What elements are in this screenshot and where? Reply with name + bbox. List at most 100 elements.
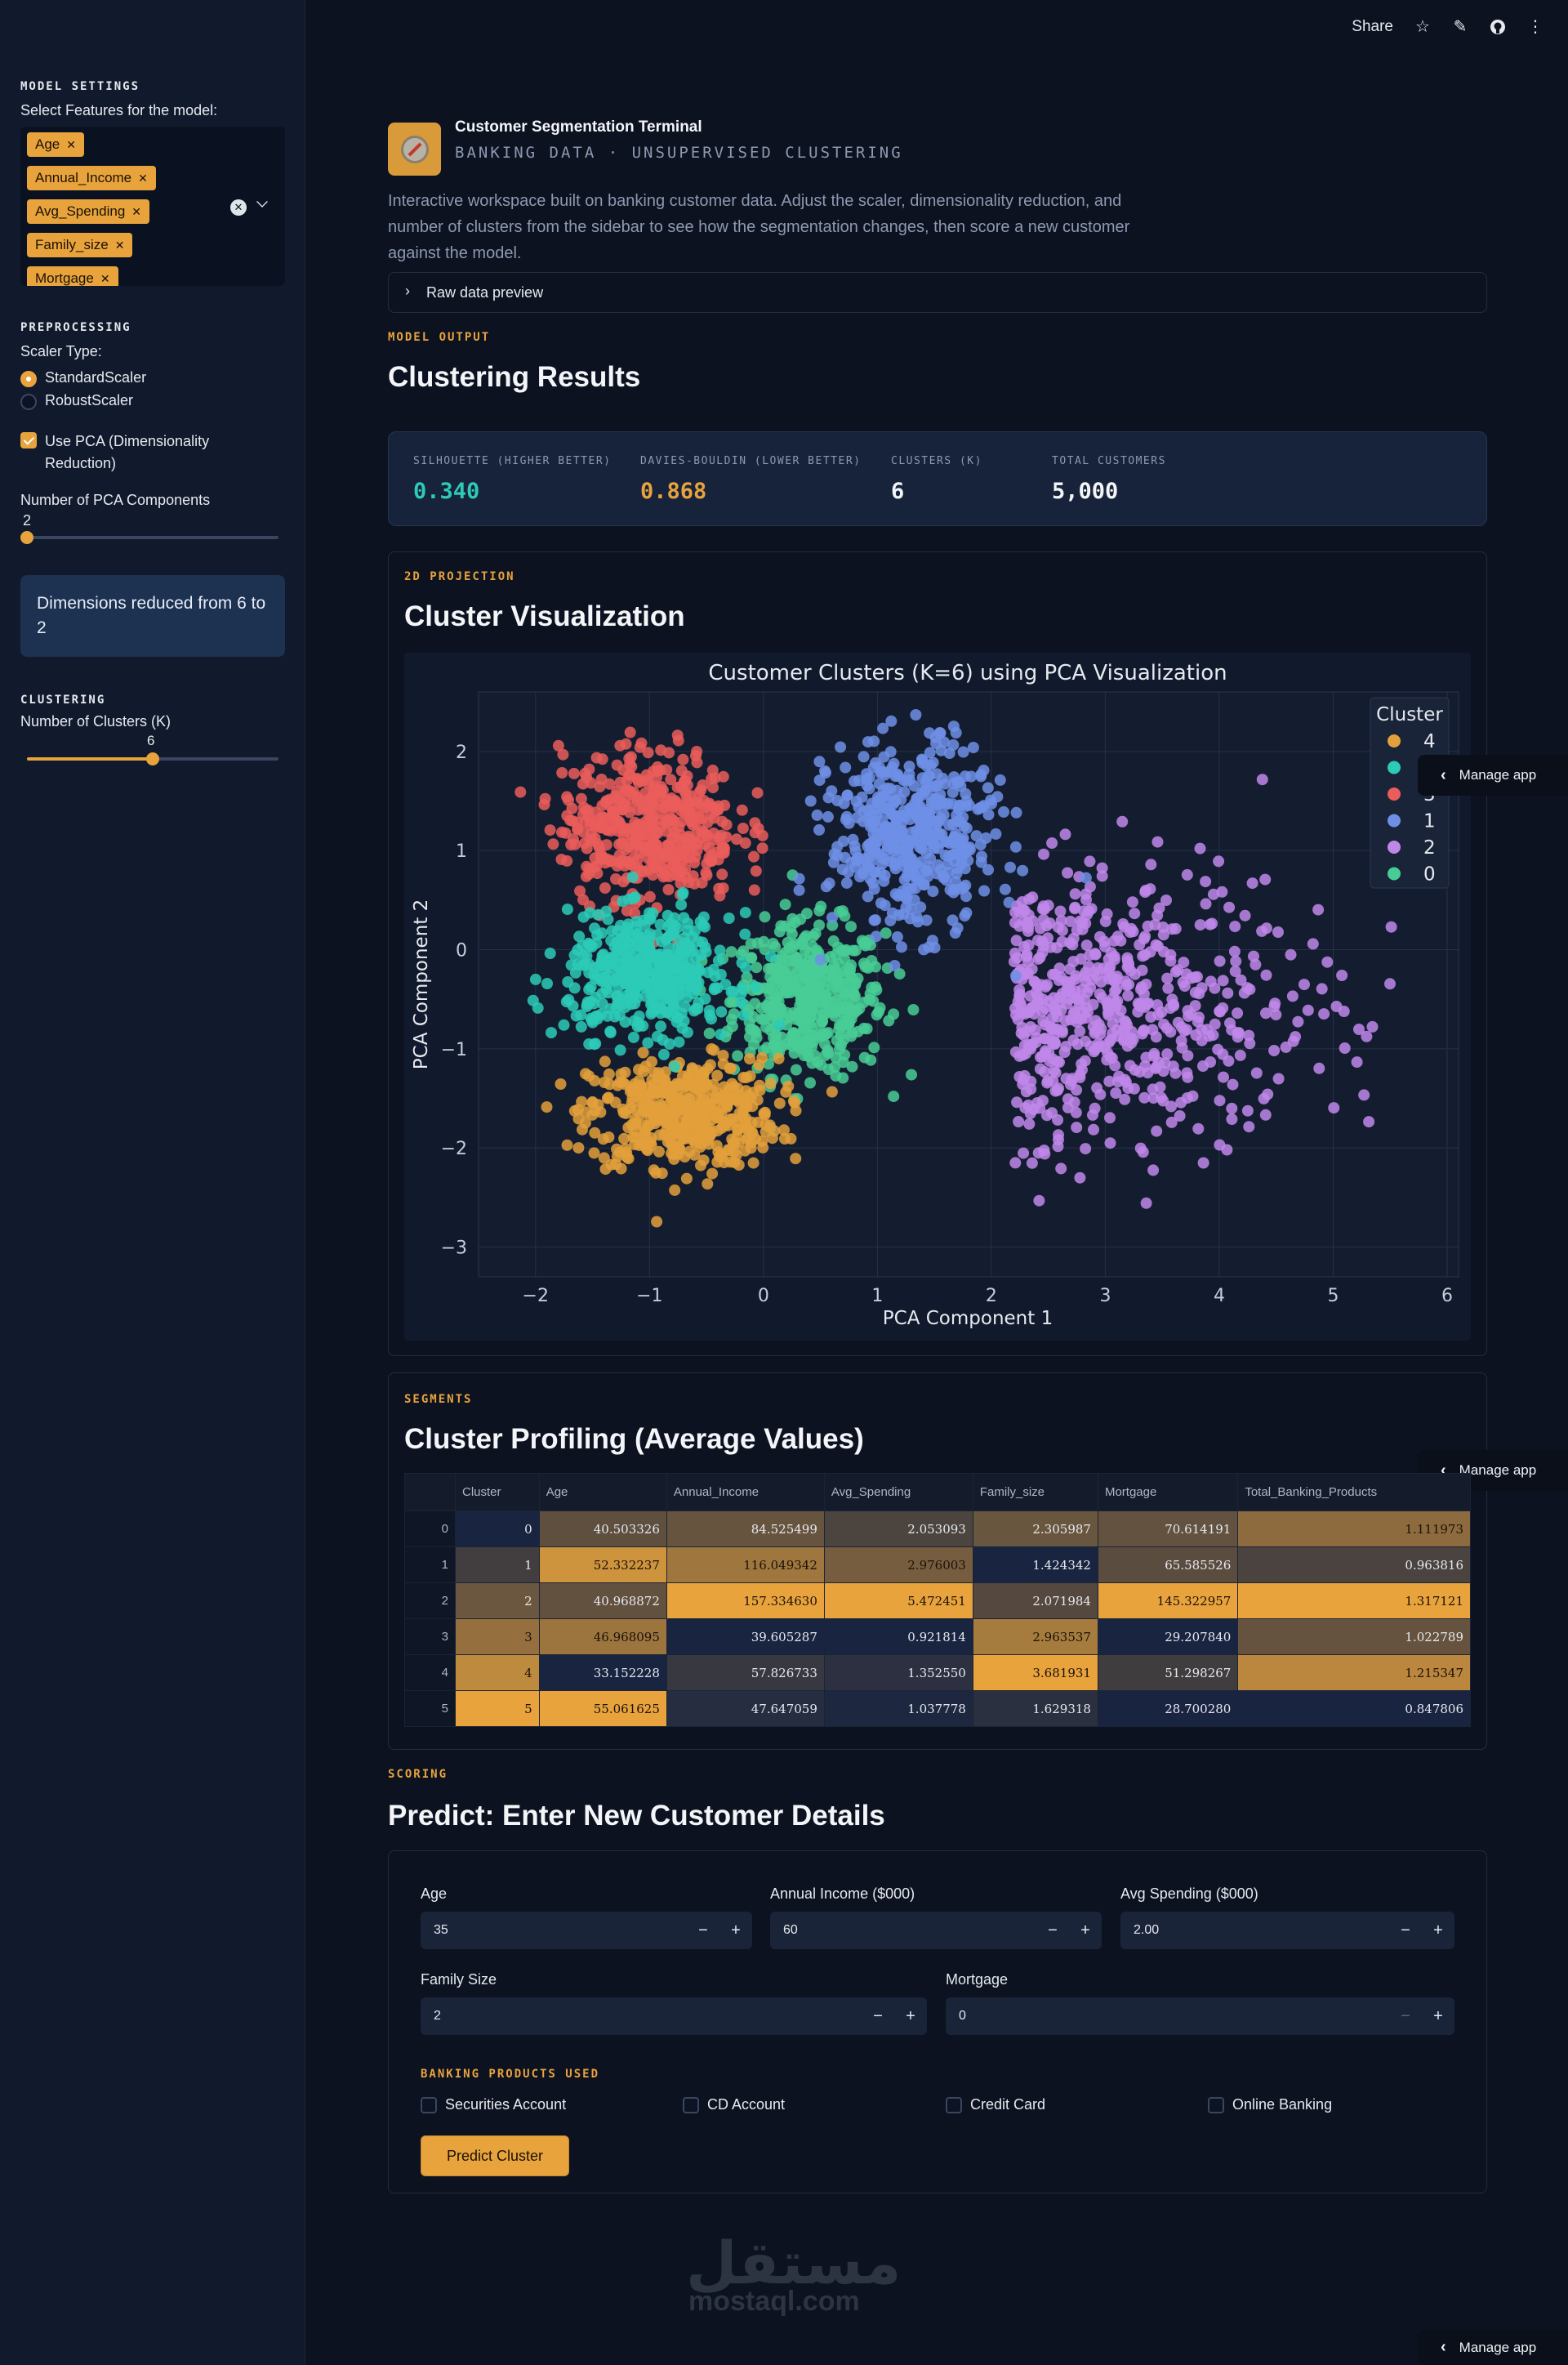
feature-chip[interactable]: Avg_Spending ✕ — [27, 199, 150, 224]
scatter-point-cluster-5 — [633, 961, 645, 973]
mortgage-value[interactable]: 0 — [959, 2009, 966, 2023]
scatter-point-cluster-2 — [1115, 935, 1127, 947]
more-options-icon[interactable]: ⋮ — [1527, 18, 1544, 36]
remove-chip-icon[interactable]: ✕ — [100, 271, 110, 285]
spending-input[interactable]: 2.00 − + — [1120, 1912, 1454, 1949]
scatter-point-cluster-2 — [1013, 988, 1026, 1001]
scatter-point-cluster-5 — [672, 921, 684, 934]
legend-label: 1 — [1423, 811, 1436, 832]
age-value[interactable]: 35 — [434, 1923, 448, 1937]
radio-robust-scaler[interactable] — [20, 394, 37, 410]
credit-card-checkbox[interactable] — [946, 2097, 962, 2113]
remove-chip-icon[interactable]: ✕ — [66, 137, 76, 151]
column-header[interactable] — [404, 1473, 456, 1511]
scatter-point-cluster-2 — [1075, 953, 1087, 965]
spending-value[interactable]: 2.00 — [1134, 1923, 1160, 1937]
column-header[interactable]: Total_Banking_Products — [1237, 1473, 1471, 1511]
scatter-point-cluster-3 — [579, 767, 591, 779]
profiling-table[interactable]: Cluster Age Annual_Income Avg_Spending Famil… — [404, 1473, 1471, 1727]
feature-chip[interactable]: Age ✕ — [27, 132, 84, 157]
scatter-point-cluster-2 — [1056, 1024, 1068, 1037]
scatter-point-cluster-1 — [982, 782, 994, 794]
cd-account-checkbox[interactable] — [683, 2097, 699, 2113]
column-header[interactable]: Mortgage — [1097, 1473, 1239, 1511]
scatter-point-cluster-2 — [1269, 997, 1281, 1010]
family-size-value[interactable]: 2 — [434, 2009, 441, 2023]
scatter-point-cluster-3 — [544, 824, 556, 837]
securities-account-checkbox[interactable] — [421, 2097, 437, 2113]
manage-app-button[interactable]: ‹ Manage app — [1418, 755, 1568, 796]
raw-data-expander[interactable]: › Raw data preview — [388, 272, 1487, 313]
scatter-point-cluster-3 — [547, 838, 559, 850]
scatter-point-cluster-0 — [906, 1069, 917, 1081]
manage-app-button[interactable]: ‹ Manage app — [1418, 2330, 1568, 2365]
column-header[interactable]: Cluster — [455, 1473, 540, 1511]
increment-button[interactable]: + — [1433, 2007, 1443, 2025]
scatter-point-cluster-0 — [788, 1047, 800, 1059]
scatter-point-cluster-3 — [647, 823, 659, 836]
increment-button[interactable]: + — [906, 2007, 915, 2025]
remove-chip-icon[interactable]: ✕ — [138, 171, 148, 185]
decrement-button[interactable]: − — [873, 2007, 883, 2025]
scatter-point-cluster-1 — [908, 894, 920, 906]
scatter-point-cluster-1 — [906, 807, 918, 819]
pca-slider-thumb[interactable] — [20, 531, 33, 544]
increment-button[interactable]: + — [731, 1921, 741, 1939]
scatter-point-cluster-0 — [826, 966, 838, 977]
scatter-point-cluster-1 — [840, 877, 853, 889]
scatter-point-cluster-0 — [839, 910, 851, 922]
age-input[interactable]: 35 − + — [421, 1912, 752, 1949]
scatter-point-cluster-1 — [946, 835, 958, 847]
remove-chip-icon[interactable]: ✕ — [114, 238, 125, 252]
scatter-point-cluster-4 — [670, 1078, 683, 1090]
scatter-point-cluster-2 — [1009, 917, 1021, 929]
scatter-point-cluster-4 — [648, 1164, 660, 1176]
scatter-point-cluster-1 — [879, 899, 891, 912]
scatter-point-cluster-4 — [754, 1079, 765, 1091]
decrement-button[interactable]: − — [1048, 1921, 1058, 1939]
scatter-point-cluster-1 — [932, 779, 944, 792]
scatter-point-cluster-0 — [813, 919, 825, 931]
decrement-button[interactable]: − — [1401, 2007, 1410, 2025]
radio-standard-scaler[interactable] — [20, 371, 37, 387]
remove-chip-icon[interactable]: ✕ — [131, 204, 142, 218]
edit-icon[interactable]: ✎ — [1453, 18, 1468, 36]
income-value[interactable]: 60 — [783, 1923, 798, 1937]
scatter-point-cluster-2 — [1054, 991, 1066, 1003]
column-header[interactable]: Avg_Spending — [823, 1473, 973, 1511]
increment-button[interactable]: + — [1080, 1921, 1090, 1939]
column-header[interactable]: Age — [538, 1473, 667, 1511]
scatter-point-cluster-3 — [621, 904, 633, 917]
decrement-button[interactable]: − — [698, 1921, 708, 1939]
column-header[interactable]: Family_size — [972, 1473, 1098, 1511]
predict-cluster-button[interactable]: Predict Cluster — [421, 2135, 569, 2176]
scatter-point-cluster-0 — [703, 1028, 715, 1039]
github-icon[interactable] — [1490, 19, 1506, 35]
feature-chip[interactable]: Mortgage ✕ — [27, 266, 118, 286]
scatter-point-cluster-3 — [673, 834, 685, 846]
scatter-point-cluster-2 — [1192, 1122, 1205, 1135]
increment-button[interactable]: + — [1433, 1921, 1443, 1939]
pca-checkbox-label: Use PCA (Dimensionality Reduction) — [45, 433, 210, 471]
pca-checkbox[interactable] — [20, 432, 37, 448]
share-button[interactable]: Share — [1352, 18, 1393, 35]
scatter-point-cluster-0 — [744, 1031, 755, 1043]
scatter-point-cluster-2 — [1093, 1019, 1105, 1030]
star-icon[interactable]: ☆ — [1415, 18, 1430, 36]
feature-chip[interactable]: Family_size ✕ — [27, 233, 133, 257]
clear-selection-icon[interactable]: ✕ — [230, 199, 247, 216]
pca-slider-track[interactable] — [27, 536, 278, 539]
feature-chip[interactable]: Annual_Income ✕ — [27, 166, 156, 190]
scatter-point-cluster-2 — [1150, 1031, 1162, 1043]
column-header[interactable]: Annual_Income — [666, 1473, 825, 1511]
online-banking-checkbox[interactable] — [1208, 2097, 1224, 2113]
decrement-button[interactable]: − — [1401, 1921, 1410, 1939]
family-size-input[interactable]: 2 − + — [421, 1997, 927, 2035]
income-label: Annual Income ($000) — [770, 1885, 915, 1902]
scatter-point-cluster-2 — [1351, 1056, 1363, 1069]
income-input[interactable]: 60 − + — [770, 1912, 1102, 1949]
clusters-slider-thumb[interactable] — [146, 752, 159, 765]
scatter-point-cluster-2 — [1246, 877, 1258, 890]
mortgage-input[interactable]: 0 − + — [946, 1997, 1454, 2035]
scatter-point-cluster-2 — [1126, 896, 1138, 908]
